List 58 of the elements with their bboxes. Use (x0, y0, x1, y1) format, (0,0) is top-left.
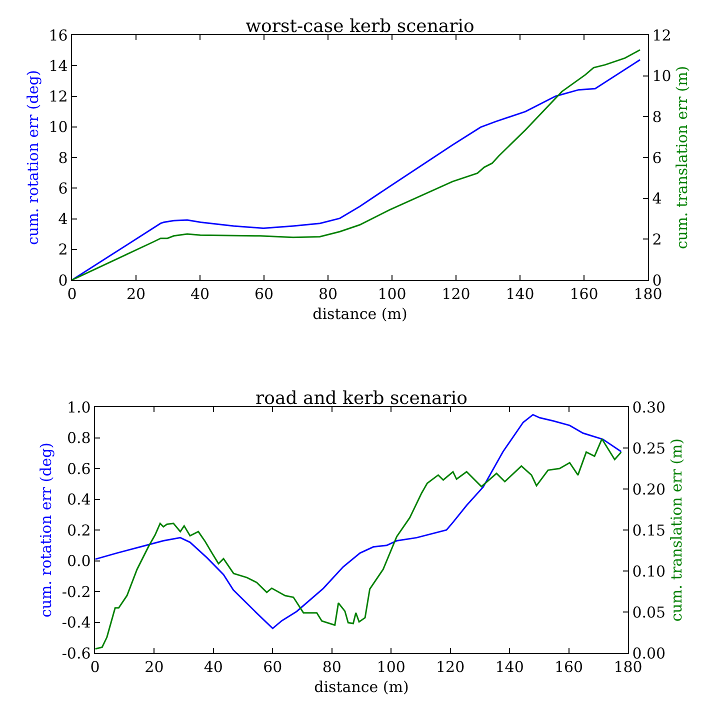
y-tick-label: 16 (48, 26, 68, 44)
y-tick-label: -0.6 (62, 644, 91, 662)
y-tick-label: 0.0 (66, 552, 91, 570)
y-tick-label: 4 (58, 210, 68, 228)
y2-tick-label: 6 (652, 148, 662, 167)
x-tick-label: 160 (570, 285, 598, 304)
y-tick-label: 8 (58, 148, 68, 167)
x-tick-label: 80 (318, 285, 338, 304)
x-axis-title: distance (m) (312, 305, 408, 324)
y2-tick-label: 0.30 (632, 398, 666, 416)
y-tick-label: 0.6 (66, 460, 91, 478)
y2-tick-label: 0.15 (632, 521, 666, 540)
y-tick-label: 0.8 (66, 429, 91, 447)
x-tick-label: 120 (436, 658, 465, 676)
y-tick-label: -0.2 (62, 582, 91, 601)
x-tick-label: 100 (376, 658, 406, 676)
x-tick-label: 20 (144, 658, 164, 676)
x-tick-label: 120 (442, 285, 470, 304)
x-axis-title: distance (m) (314, 678, 409, 696)
y-tick-label: 6 (58, 179, 68, 198)
x-tick-label: 100 (378, 285, 406, 304)
y-tick-label: 0.2 (66, 521, 91, 540)
chart-title: road and kerb scenario (256, 388, 468, 409)
x-tick-label: 40 (204, 658, 223, 676)
y2-tick-label: 2 (652, 230, 662, 248)
x-tick-label: 140 (495, 658, 524, 676)
x-tick-label: 180 (634, 285, 662, 304)
y2-tick-label: 0.05 (632, 603, 666, 622)
y-tick-label: 12 (48, 88, 68, 106)
y2-tick-label: 0.25 (632, 439, 666, 458)
y2-tick-label: 8 (652, 108, 662, 126)
y-axis-title: cum. rotation err (deg) (24, 70, 42, 246)
x-tick-label: 40 (190, 285, 210, 304)
y2-axis-title: cum. translation err (m) (668, 438, 686, 622)
y2-tick-label: 12 (652, 26, 672, 44)
y-tick-label: 0 (58, 271, 68, 290)
y2-axis-title: cum. translation err (m) (673, 66, 692, 250)
y-tick-label: -0.4 (62, 614, 91, 632)
x-tick-label: 180 (614, 658, 642, 676)
x-tick-label: 60 (254, 285, 274, 304)
y2-tick-label: 0.20 (632, 480, 666, 498)
y-tick-label: 10 (48, 118, 68, 136)
x-tick-label: 160 (554, 658, 584, 676)
x-tick-label: 60 (263, 658, 282, 676)
y2-tick-label: 10 (652, 67, 672, 86)
y-tick-label: 1.0 (66, 398, 91, 416)
y2-tick-label: 0.10 (632, 562, 666, 580)
y2-tick-label: 4 (652, 190, 662, 208)
x-tick-label: 20 (126, 285, 146, 304)
y-tick-label: 0.4 (66, 490, 91, 508)
x-tick-label: 80 (322, 658, 342, 676)
y-axis-title: cum. rotation err (deg) (37, 442, 56, 618)
line-series (95, 438, 622, 650)
line-series (95, 414, 622, 630)
y-tick-label: 14 (48, 56, 68, 75)
y-tick-label: 2 (58, 240, 68, 259)
chart-title: worst-case kerb scenario (246, 16, 474, 37)
x-tick-label: 140 (506, 285, 534, 304)
